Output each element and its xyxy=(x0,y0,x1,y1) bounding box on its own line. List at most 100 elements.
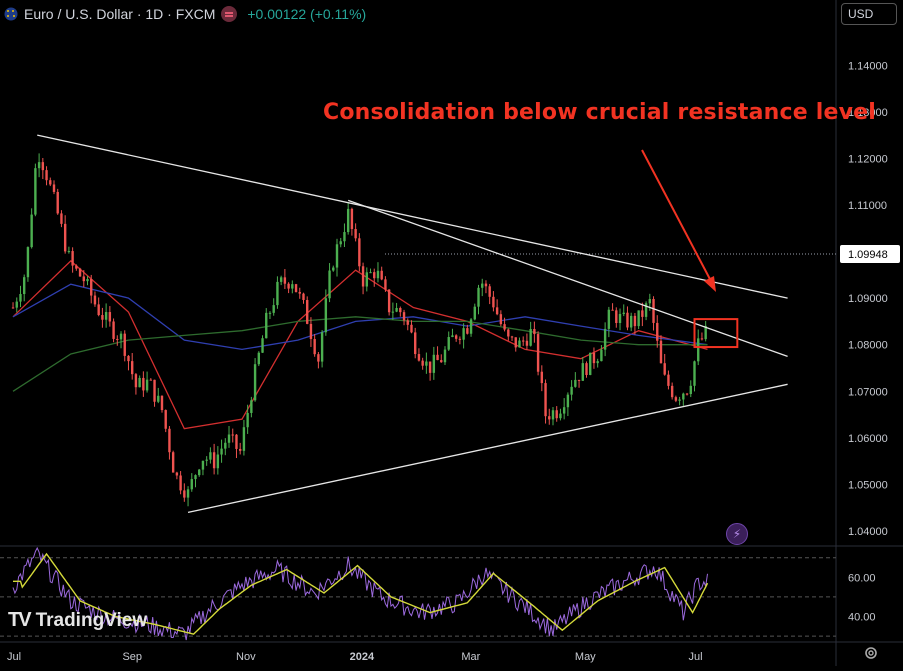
candle-body xyxy=(648,299,652,304)
candle-body xyxy=(101,315,104,320)
ma-fast-line xyxy=(12,260,708,430)
annotation-arrow-head xyxy=(704,276,716,292)
consolidation-box[interactable] xyxy=(693,318,739,349)
price-tick-label: 1.14000 xyxy=(848,60,888,72)
candle-body xyxy=(34,168,37,215)
price-tick-label: 1.09000 xyxy=(848,293,888,305)
candle-body xyxy=(533,329,536,335)
candle-body xyxy=(320,332,324,362)
candle-body xyxy=(510,336,514,338)
candle-body xyxy=(75,265,78,269)
candle-body xyxy=(376,270,380,279)
candle-body xyxy=(339,241,342,245)
lightning-icon[interactable]: ⚡ xyxy=(726,523,748,545)
time-tick-label: Nov xyxy=(236,651,256,663)
candle-body xyxy=(231,434,234,436)
rsi-tick-label: 40.00 xyxy=(848,612,876,624)
candle-body xyxy=(41,162,45,171)
candle-body xyxy=(127,355,130,362)
candle-body xyxy=(153,379,156,402)
current-price-tag xyxy=(840,244,900,263)
candle-body xyxy=(123,333,126,356)
candle-body xyxy=(265,312,268,339)
candle-body xyxy=(15,301,18,308)
currency-button[interactable]: USD xyxy=(841,3,897,25)
candle-body xyxy=(335,244,339,268)
candle-body xyxy=(566,394,570,408)
candle-body xyxy=(618,313,622,324)
candle-body xyxy=(704,325,707,340)
candle-body xyxy=(428,361,432,373)
candle-body xyxy=(473,306,476,320)
candle-body xyxy=(596,361,599,364)
indicator-toggle-icon[interactable] xyxy=(221,6,238,22)
candle-body xyxy=(462,328,465,340)
candle-body xyxy=(518,340,521,348)
candle-body xyxy=(164,410,167,429)
candle-body xyxy=(410,324,413,333)
chart-header: Euro / U.S. Dollar · 1D · FXCM +0.00122 … xyxy=(4,4,366,24)
candle-body xyxy=(589,352,592,375)
trendline-descending-resistance[interactable] xyxy=(37,134,788,299)
symbol-title[interactable]: Euro / U.S. Dollar · 1D · FXCM xyxy=(24,6,216,22)
trendline-resistance-2[interactable] xyxy=(347,199,788,357)
candle-body xyxy=(697,338,700,362)
candle-body xyxy=(294,284,298,292)
candle-body xyxy=(134,374,138,388)
time-tick-label: Jul xyxy=(7,651,21,663)
candle-body xyxy=(56,191,59,214)
trendline-ascending-support[interactable] xyxy=(187,383,788,514)
candle-body xyxy=(521,340,525,342)
candle-body xyxy=(365,272,368,287)
candle-body xyxy=(454,335,458,339)
candle-body xyxy=(495,307,499,315)
candle-body xyxy=(693,361,696,386)
candle-body xyxy=(503,324,506,330)
candle-body xyxy=(514,337,517,348)
candle-body xyxy=(302,293,305,301)
price-tick-label: 1.08000 xyxy=(848,340,888,352)
candle-body xyxy=(253,364,257,401)
candle-body xyxy=(540,371,544,384)
gear-icon[interactable] xyxy=(864,646,878,660)
candle-body xyxy=(674,397,678,401)
tradingview-mark-icon: TV xyxy=(8,609,32,631)
candle-body xyxy=(49,180,52,185)
candle-body xyxy=(171,452,175,473)
candle-body xyxy=(26,247,30,278)
candle-body xyxy=(119,333,123,340)
candle-body xyxy=(142,377,145,391)
candle-body xyxy=(529,329,532,346)
candle-body xyxy=(138,377,141,388)
candle-body xyxy=(287,283,290,289)
price-tick-label: 1.05000 xyxy=(848,479,888,491)
annotation-text: Consolidation below crucial resistance l… xyxy=(323,100,876,125)
candle-body xyxy=(157,395,160,402)
time-tick-label: Sep xyxy=(122,651,142,663)
candle-body xyxy=(626,312,629,328)
candle-body xyxy=(458,338,462,340)
candle-body xyxy=(149,379,153,381)
candle-body xyxy=(19,294,22,302)
candle-body xyxy=(600,349,603,362)
candle-body xyxy=(201,460,205,470)
candle-body xyxy=(667,374,670,386)
candle-body xyxy=(499,314,503,325)
candle-body xyxy=(477,287,480,307)
candle-body xyxy=(685,393,689,395)
candle-body xyxy=(451,335,454,338)
price-tick-label: 1.11000 xyxy=(848,200,887,212)
candle-body xyxy=(603,328,607,350)
candle-body xyxy=(436,354,439,361)
rsi-ma-line xyxy=(13,552,709,635)
candle-body xyxy=(633,315,637,327)
candle-body xyxy=(328,270,331,299)
candle-body xyxy=(425,361,428,366)
candle-body xyxy=(324,298,328,333)
candle-body xyxy=(585,363,588,375)
candle-body xyxy=(183,490,186,498)
candle-body xyxy=(238,448,242,451)
candle-body xyxy=(309,323,313,340)
